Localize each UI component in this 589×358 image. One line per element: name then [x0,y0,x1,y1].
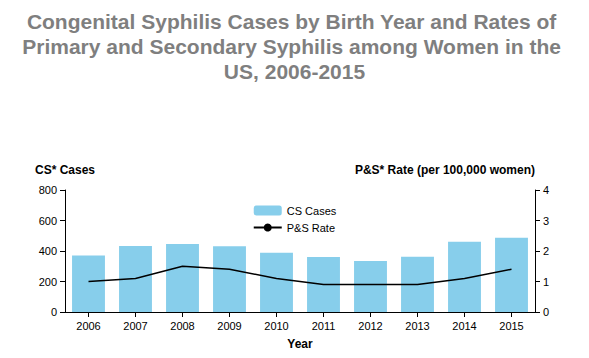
svg-text:2013: 2013 [405,320,429,332]
svg-text:2008: 2008 [170,320,194,332]
svg-text:200: 200 [39,276,57,288]
svg-text:P&S* Rate (per 100,000 women): P&S* Rate (per 100,000 women) [355,163,535,177]
svg-text:Primary and Secondary Syphilis: Primary and Secondary Syphilis among Wom… [22,35,567,58]
svg-text:2007: 2007 [123,320,147,332]
svg-text:2009: 2009 [217,320,241,332]
svg-text:400: 400 [39,245,57,257]
svg-text:Congenital Syphilis Cases by B: Congenital Syphilis Cases by Birth Year … [27,10,562,33]
svg-text:2012: 2012 [358,320,382,332]
svg-text:CS Cases: CS Cases [287,205,337,217]
svg-text:Year: Year [287,337,313,351]
svg-text:2014: 2014 [452,320,476,332]
svg-text:CS* Cases: CS* Cases [35,163,95,177]
svg-text:P&S Rate: P&S Rate [287,222,335,234]
svg-text:1: 1 [543,276,549,288]
svg-text:0: 0 [543,306,549,318]
svg-text:800: 800 [39,184,57,196]
svg-text:2: 2 [543,245,549,257]
svg-text:0: 0 [51,306,57,318]
svg-text:4: 4 [543,184,549,196]
svg-text:US, 2006-2015: US, 2006-2015 [224,60,366,83]
svg-text:2011: 2011 [312,320,336,332]
svg-text:3: 3 [543,215,549,227]
svg-text:2006: 2006 [76,320,100,332]
svg-text:600: 600 [39,215,57,227]
svg-text:2010: 2010 [264,320,288,332]
svg-text:2015: 2015 [499,320,523,332]
